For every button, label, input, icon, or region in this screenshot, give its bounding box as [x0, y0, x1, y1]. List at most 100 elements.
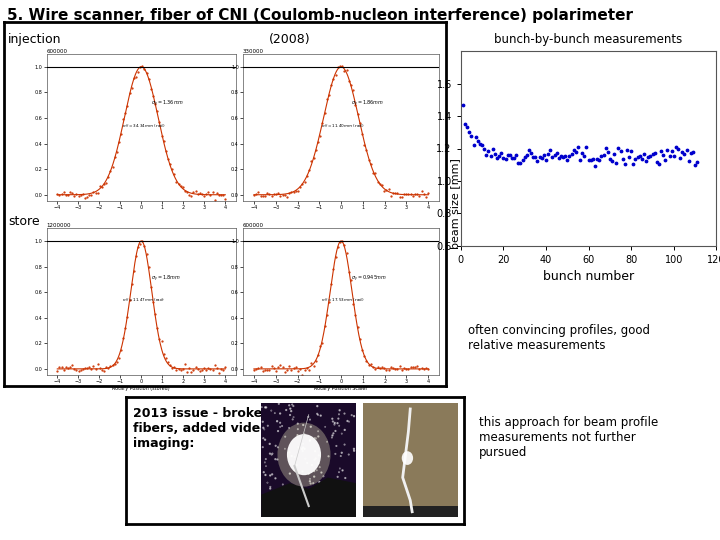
- Point: [544, 145, 556, 154]
- Point: [531, 157, 544, 165]
- Point: [289, 466, 300, 475]
- Point: [273, 400, 284, 408]
- Point: [258, 425, 270, 434]
- Point: [624, 153, 635, 161]
- Point: [668, 152, 680, 160]
- Text: this approach for beam profile
measurements not further
pursued: this approach for beam profile measureme…: [479, 416, 658, 459]
- Point: [266, 450, 277, 459]
- Point: [277, 484, 289, 492]
- Point: [647, 150, 658, 159]
- Point: [287, 402, 299, 410]
- Point: [326, 503, 338, 512]
- Point: [348, 447, 360, 455]
- Text: store: store: [8, 215, 40, 228]
- Point: [308, 467, 320, 476]
- Point: [272, 443, 284, 451]
- Text: $\sigma_y = 0.945mm$: $\sigma_y = 0.945mm$: [351, 273, 387, 284]
- Point: [309, 498, 320, 507]
- Point: [289, 453, 300, 461]
- Point: [305, 415, 316, 424]
- Point: [340, 474, 351, 482]
- Point: [284, 410, 296, 419]
- Circle shape: [402, 451, 413, 465]
- Point: [500, 155, 511, 164]
- Point: [289, 492, 300, 501]
- Point: [274, 422, 286, 431]
- Point: [595, 152, 607, 160]
- Point: [575, 156, 586, 164]
- Point: [642, 153, 654, 161]
- Point: [257, 443, 269, 451]
- Point: [315, 468, 327, 477]
- Point: [581, 143, 593, 151]
- Point: [264, 512, 276, 521]
- Point: [660, 156, 671, 164]
- Point: [679, 150, 690, 158]
- Point: [289, 500, 300, 509]
- Point: [302, 413, 314, 421]
- Point: [472, 137, 484, 145]
- Point: [300, 507, 312, 515]
- Point: [468, 140, 480, 149]
- Text: 600000: 600000: [47, 49, 68, 53]
- Point: [470, 132, 482, 141]
- Point: [546, 153, 558, 161]
- Point: [320, 489, 332, 497]
- Text: 1200000: 1200000: [47, 223, 71, 228]
- Point: [640, 157, 652, 166]
- Point: [323, 505, 335, 514]
- Point: [284, 469, 296, 478]
- Point: [324, 493, 336, 502]
- Point: [327, 414, 338, 423]
- Point: [517, 156, 528, 164]
- Point: [562, 156, 573, 164]
- Point: [332, 472, 343, 481]
- Point: [611, 158, 622, 167]
- Point: [334, 406, 346, 415]
- Point: [466, 131, 477, 140]
- Point: [264, 440, 276, 448]
- Point: [333, 421, 345, 430]
- Point: [538, 151, 549, 159]
- Point: [343, 417, 355, 426]
- Point: [312, 427, 324, 436]
- Polygon shape: [261, 477, 356, 517]
- Point: [310, 509, 322, 518]
- Point: [300, 454, 311, 463]
- Point: [348, 444, 360, 453]
- Point: [270, 442, 282, 450]
- Point: [462, 123, 473, 132]
- Point: [339, 426, 351, 434]
- Point: [306, 492, 318, 501]
- Point: [297, 467, 308, 476]
- Point: [266, 470, 278, 478]
- Point: [317, 496, 328, 505]
- Point: [318, 472, 329, 481]
- Point: [528, 153, 539, 161]
- Text: $r_{eff}=11.40mm$ (rad): $r_{eff}=11.40mm$ (rad): [321, 123, 365, 130]
- Circle shape: [287, 434, 321, 475]
- Point: [312, 402, 323, 410]
- Point: [257, 417, 269, 426]
- Point: [626, 147, 637, 156]
- Point: [604, 155, 616, 164]
- Point: [297, 421, 309, 429]
- Point: [342, 417, 354, 426]
- Point: [339, 440, 351, 449]
- Point: [343, 450, 354, 459]
- Point: [305, 436, 316, 444]
- Text: $r_{eff}=34.34mm$ (rad): $r_{eff}=34.34mm$ (rad): [122, 123, 166, 130]
- Point: [568, 146, 580, 154]
- Point: [270, 474, 282, 483]
- Point: [256, 403, 268, 411]
- Point: [519, 153, 531, 161]
- Point: [259, 500, 271, 509]
- Point: [284, 423, 295, 432]
- Point: [662, 145, 673, 154]
- Point: [283, 508, 294, 516]
- Point: [651, 157, 662, 166]
- Point: [305, 422, 317, 431]
- Point: [615, 147, 626, 156]
- Point: [553, 154, 564, 163]
- Point: [314, 478, 325, 487]
